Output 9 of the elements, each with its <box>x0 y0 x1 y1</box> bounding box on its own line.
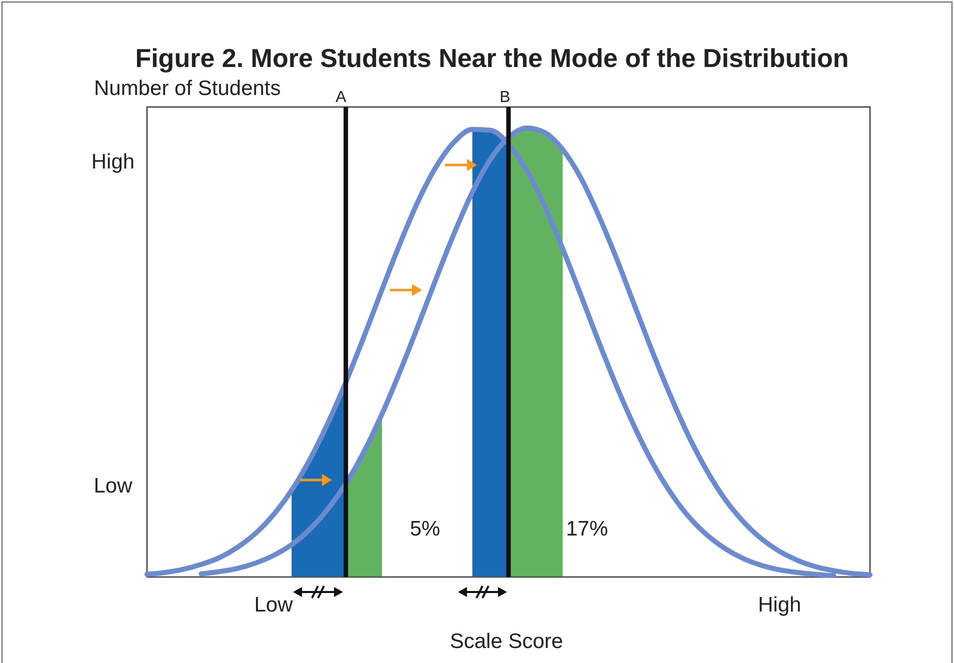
text: Low <box>94 474 134 498</box>
annotation: 5% <box>410 518 440 541</box>
x-axis-title: Scale Score <box>450 630 564 653</box>
text: High <box>91 150 135 174</box>
chart-title: Figure 2. More Students Near the Mode of the Distribution <box>135 43 849 73</box>
text: A <box>336 89 347 106</box>
y-axis-title: Number of Students <box>94 77 281 100</box>
text: B <box>500 89 510 106</box>
annotation: 17% <box>566 518 608 541</box>
